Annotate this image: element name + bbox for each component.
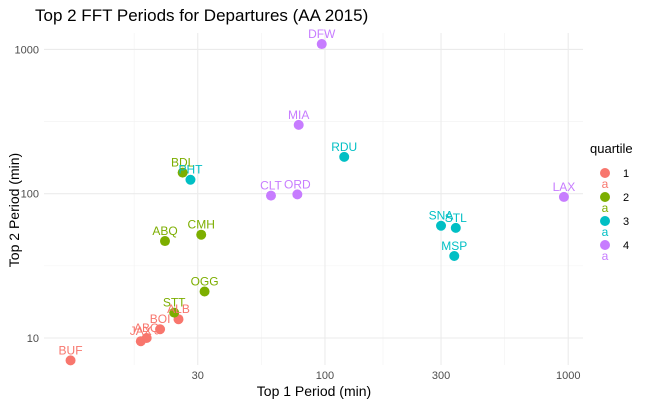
data-point — [449, 251, 460, 262]
data-points — [65, 39, 569, 366]
legend-key-text: a — [602, 225, 609, 239]
data-point — [177, 167, 188, 178]
legend-key-text: a — [602, 201, 609, 215]
axis-ticks: 10 100 1000 30 100 300 1000 — [15, 44, 581, 382]
y-axis-title: Top 2 Period (min) — [6, 153, 22, 267]
data-label: ABQ — [152, 224, 177, 238]
data-point — [265, 190, 276, 201]
data-label: SNA — [429, 209, 454, 223]
data-label: DFW — [308, 27, 336, 41]
data-label: MIA — [288, 108, 309, 122]
data-label: CLT — [260, 179, 282, 193]
data-point — [292, 189, 303, 200]
x-tick-label: 30 — [192, 370, 204, 382]
x-tick-label: 100 — [316, 370, 334, 382]
chart-title: Top 2 FFT Periods for Departures (AA 201… — [35, 6, 368, 25]
data-point — [558, 191, 569, 202]
data-point — [155, 324, 166, 335]
data-label: RDU — [331, 140, 357, 154]
data-point — [316, 39, 327, 50]
data-label: ALB — [167, 302, 190, 316]
x-tick-label: 300 — [432, 370, 450, 382]
data-point — [450, 222, 461, 233]
data-label: BUF — [59, 343, 83, 357]
data-label: CMH — [188, 218, 215, 232]
data-label: LAX — [553, 180, 576, 194]
data-label: BDL — [171, 156, 195, 170]
y-tick-label: 10 — [27, 333, 39, 345]
legend-key-point — [600, 216, 610, 226]
data-label: STT — [163, 296, 186, 310]
legend-label: 1 — [623, 168, 629, 180]
legend-key-point — [600, 240, 610, 250]
data-label: ORD — [284, 177, 311, 191]
data-label: PHT — [178, 163, 203, 177]
y-tick-label: 100 — [21, 189, 39, 201]
legend-label: 4 — [623, 240, 629, 252]
data-point — [196, 229, 207, 240]
data-point — [199, 286, 210, 297]
data-label: JAX — [130, 324, 152, 338]
x-tick-label: 1000 — [556, 370, 580, 382]
data-point — [339, 151, 350, 162]
data-point — [159, 236, 170, 247]
legend-key-text: a — [602, 249, 609, 263]
legend-key-point — [600, 168, 610, 178]
data-point — [169, 307, 180, 318]
y-tick-label: 1000 — [15, 44, 39, 56]
legend-label: 3 — [623, 216, 629, 228]
legend-key-text: a — [602, 177, 609, 191]
data-point — [141, 333, 152, 344]
data-label: STL — [445, 211, 467, 225]
legend-title: quartile — [590, 141, 633, 156]
data-label: OGG — [191, 275, 219, 289]
data-point — [185, 174, 196, 185]
data-point — [65, 355, 76, 366]
data-label: BOI — [150, 312, 171, 326]
data-point — [293, 119, 304, 130]
legend-label: 2 — [623, 192, 629, 204]
data-label: MSP — [441, 239, 467, 253]
legend-key-point — [600, 192, 610, 202]
legend: quartile a 1 a 2 a 3 a 4 — [590, 141, 633, 263]
x-axis-title: Top 1 Period (min) — [257, 383, 371, 399]
data-label: ABQ — [134, 321, 159, 335]
data-point — [436, 220, 447, 231]
